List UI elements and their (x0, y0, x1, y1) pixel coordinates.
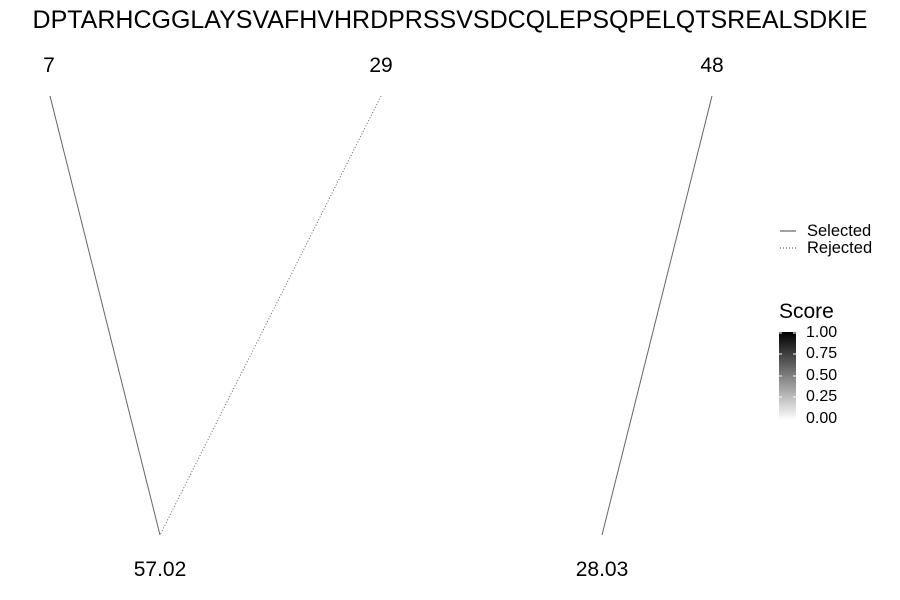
score-label: 57.02 (133, 558, 187, 581)
score-gradient-bar (779, 332, 796, 420)
legend-selected-label: Selected (807, 222, 872, 240)
gradient-tick-label: 1.00 (806, 324, 838, 341)
position-label: 7 (43, 54, 55, 77)
gradient-title: Score (779, 300, 834, 323)
gradient-tick-label: 0.00 (806, 410, 838, 427)
position-label: 29 (369, 54, 393, 77)
gradient-tick-label: 0.25 (806, 388, 838, 405)
link-line-rejected (159, 95, 382, 536)
link-line-selected (49, 95, 161, 536)
gradient-tick-label: 0.50 (806, 367, 838, 384)
score-label: 28.03 (575, 558, 629, 581)
gradient-tick-label: 0.75 (806, 345, 838, 362)
link-line-selected (601, 95, 713, 536)
position-label: 48 (700, 54, 724, 77)
legend-rejected-label: Rejected (807, 239, 873, 257)
sequence-title: DPTARHCGGLAYSVAFHVHRDPRSSVSDCQLEPSQPELQT… (32, 6, 868, 34)
gradient-ticks (779, 332, 796, 420)
